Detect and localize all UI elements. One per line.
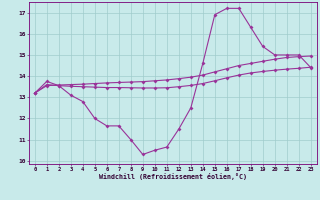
X-axis label: Windchill (Refroidissement éolien,°C): Windchill (Refroidissement éolien,°C)	[99, 173, 247, 180]
